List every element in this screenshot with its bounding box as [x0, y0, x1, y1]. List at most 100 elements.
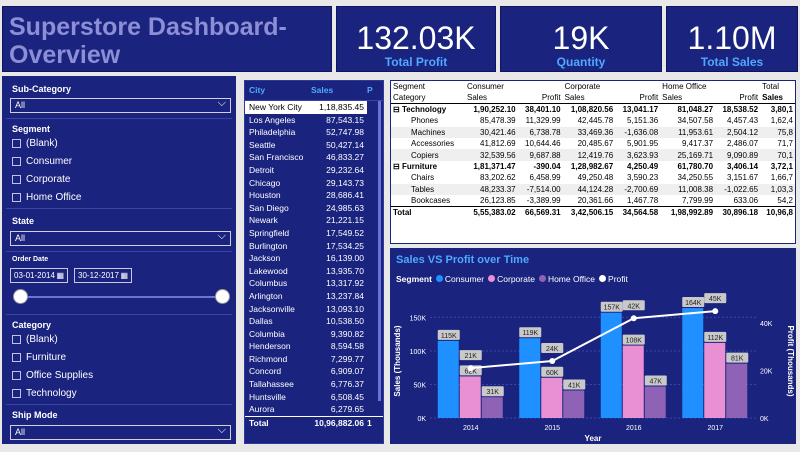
table-row[interactable]: New York City 1,18,835.45 — [245, 101, 383, 114]
matrix-header-cell[interactable]: Sales — [467, 93, 488, 103]
matrix-row[interactable]: Machines 30,421.46 6,738.78 33,469.36 -1,636… — [391, 126, 795, 138]
matrix-header-cell[interactable] — [615, 81, 660, 92]
bar-home-office — [481, 397, 503, 418]
matrix-cell: 38,401.10 — [525, 105, 561, 115]
matrix-row[interactable]: Accessories 41,812.69 10,644.46 20,485.67 5,… — [391, 138, 795, 149]
segment-option-home-office[interactable]: Home Office — [12, 192, 81, 203]
ship-mode-dropdown[interactable]: All ⌵ — [10, 424, 231, 440]
matrix-row[interactable]: ⊟ Furniture 1,81,371.47 -390.04 1,28,982.67… — [391, 161, 795, 172]
column-header-profit[interactable]: P — [367, 85, 373, 95]
matrix-header-cell[interactable]: Sales — [762, 93, 783, 103]
data-label-bg — [563, 379, 586, 390]
matrix-row[interactable]: Tables 48,233.37 -7,514.00 44,124.28 -2,700.… — [391, 183, 795, 195]
sales-cell: 46,833.27 — [326, 152, 364, 163]
matrix-cell: 2,486.07 — [726, 139, 759, 149]
table-row[interactable]: Concord 6,909.07 — [245, 365, 383, 378]
city-cell: Houston — [249, 190, 281, 201]
table-row[interactable]: Jacksonville 13,093.10 — [245, 303, 383, 316]
matrix-cell: 633.06 — [733, 195, 759, 205]
table-row[interactable]: Philadelphia 52,747.98 — [245, 126, 383, 139]
table-row[interactable]: Columbia 9,390.82 — [245, 328, 383, 341]
table-row[interactable]: Chicago 29,143.73 — [245, 177, 383, 190]
legend-item-corporate[interactable]: Corporate — [488, 274, 535, 284]
legend-item-profit[interactable]: Profit — [599, 274, 628, 284]
table-row[interactable]: Aurora 6,279.65 — [245, 403, 383, 416]
matrix-row[interactable]: Bookcases 26,123.85 -3,389.99 20,361.66 1,46… — [391, 195, 795, 206]
matrix-header-cell[interactable]: Sales — [662, 93, 683, 103]
dashboard-title-panel: Superstore Dashboard-Overview — [2, 6, 332, 72]
matrix-header-cell[interactable] — [518, 81, 563, 92]
state-dropdown[interactable]: All ⌵ — [10, 230, 231, 246]
matrix-header-cell[interactable]: Category — [393, 93, 426, 103]
date-range-slider-track[interactable] — [20, 296, 224, 298]
chevron-down-icon: ⌵ — [217, 97, 226, 109]
table-row[interactable]: Newark 21,221.15 — [245, 214, 383, 227]
category-option-technology[interactable]: Technology — [12, 388, 77, 399]
table-row[interactable]: Detroit 29,232.64 — [245, 164, 383, 177]
collapse-icon[interactable]: ⊟ — [393, 161, 402, 171]
category-option-furniture[interactable]: Furniture — [12, 352, 66, 363]
end-date-input[interactable]: 30-12-2017 ▦ — [74, 268, 132, 283]
table-row[interactable]: Lakewood 13,935.70 — [245, 265, 383, 278]
city-cell: Lakewood — [249, 265, 288, 276]
matrix-cell: -7,514.00 — [526, 184, 561, 194]
table-row[interactable]: Los Angeles 87,543.15 — [245, 114, 383, 127]
matrix-header-cell[interactable]: Segment — [393, 82, 426, 92]
legend-item-consumer[interactable]: Consumer — [435, 274, 484, 284]
matrix-row[interactable]: ⊟ Technology 1,90,252.10 38,401.10 1,08,820… — [391, 104, 795, 115]
chart-title: Sales VS Profit over Time — [396, 254, 530, 266]
segment-option-blank[interactable]: (Blank) — [12, 138, 58, 149]
matrix-row[interactable]: Total 5,55,383.02 66,569.31 3,42,506.15 34,5… — [391, 205, 795, 218]
matrix-header-cell[interactable]: Home Office — [662, 82, 707, 92]
matrix-cell: 42,445.78 — [577, 116, 614, 126]
table-row[interactable]: Burlington 17,534.25 — [245, 240, 383, 253]
matrix-cell: 1,03,3 — [770, 184, 793, 194]
category-option-blank[interactable]: (Blank) — [12, 334, 58, 345]
date-slider-start-handle[interactable] — [13, 289, 28, 304]
column-header-sales[interactable]: Sales — [311, 85, 334, 95]
start-date-input[interactable]: 03-01-2014 ▦ — [10, 268, 68, 283]
subcategory-dropdown[interactable]: All ⌵ — [10, 97, 231, 113]
matrix-cell: 61,780.70 — [677, 161, 714, 171]
date-slider-end-handle[interactable] — [215, 289, 230, 304]
table-row[interactable]: San Francisco 46,833.27 — [245, 151, 383, 164]
matrix-header-cell[interactable]: Profit — [541, 93, 561, 103]
table-row[interactable]: Dallas 10,538.50 — [245, 315, 383, 328]
matrix-cell: Phones — [411, 116, 439, 126]
data-label-bg — [459, 350, 482, 361]
matrix-header-cell[interactable]: Corporate — [564, 82, 601, 92]
matrix-cell: 34,507.58 — [677, 116, 714, 126]
column-header-city[interactable]: City — [249, 85, 266, 95]
table-row[interactable]: Seattle 50,427.14 — [245, 139, 383, 152]
city-cell: Richmond — [249, 353, 288, 364]
collapse-icon[interactable]: ⊟ — [393, 105, 402, 115]
matrix-header-cell[interactable]: Consumer — [467, 82, 504, 92]
city-cell: New York City — [245, 101, 307, 114]
table-row[interactable]: Houston 28,686.41 — [245, 189, 383, 202]
table-row[interactable]: Columbus 13,317.92 — [245, 277, 383, 290]
data-label-bg — [437, 329, 460, 340]
matrix-row[interactable]: Phones 85,478.39 11,329.99 42,445.78 5,151.3… — [391, 115, 795, 126]
matrix-cell: Copiers — [411, 150, 439, 160]
table-row[interactable]: Richmond 7,299.77 — [245, 353, 383, 366]
table-row[interactable]: Springfield 17,549.52 — [245, 227, 383, 240]
legend-item-home-office[interactable]: Home Office — [538, 274, 595, 284]
matrix-row[interactable]: Copiers 32,539.56 9,687.88 12,419.76 3,623.9… — [391, 149, 795, 161]
matrix-header-cell[interactable] — [715, 81, 760, 92]
segment-option-consumer[interactable]: Consumer — [12, 156, 72, 167]
matrix-header-cell[interactable]: Total — [762, 82, 779, 92]
data-label: 60K — [546, 370, 559, 377]
matrix-header-cell[interactable]: Profit — [739, 93, 759, 103]
segment-option-corporate[interactable]: Corporate — [12, 174, 70, 185]
table-row[interactable]: Henderson 8,594.58 — [245, 340, 383, 353]
category-option-office-supplies[interactable]: Office Supplies — [12, 370, 93, 381]
table-row[interactable]: Tallahassee 6,776.37 — [245, 378, 383, 391]
matrix-header-cell[interactable]: Profit — [639, 93, 659, 103]
table-row[interactable]: Arlington 13,237.84 — [245, 290, 383, 303]
table-row[interactable]: Huntsville 6,508.45 — [245, 391, 383, 404]
table-row[interactable]: San Diego 24,985.63 — [245, 202, 383, 215]
vertical-scrollbar[interactable] — [378, 101, 381, 401]
table-row[interactable]: Jackson 16,139.00 — [245, 252, 383, 265]
matrix-header-cell[interactable]: Sales — [564, 93, 585, 103]
matrix-row[interactable]: Chairs 83,202.62 6,458.99 49,250.48 3,590.23… — [391, 172, 795, 183]
